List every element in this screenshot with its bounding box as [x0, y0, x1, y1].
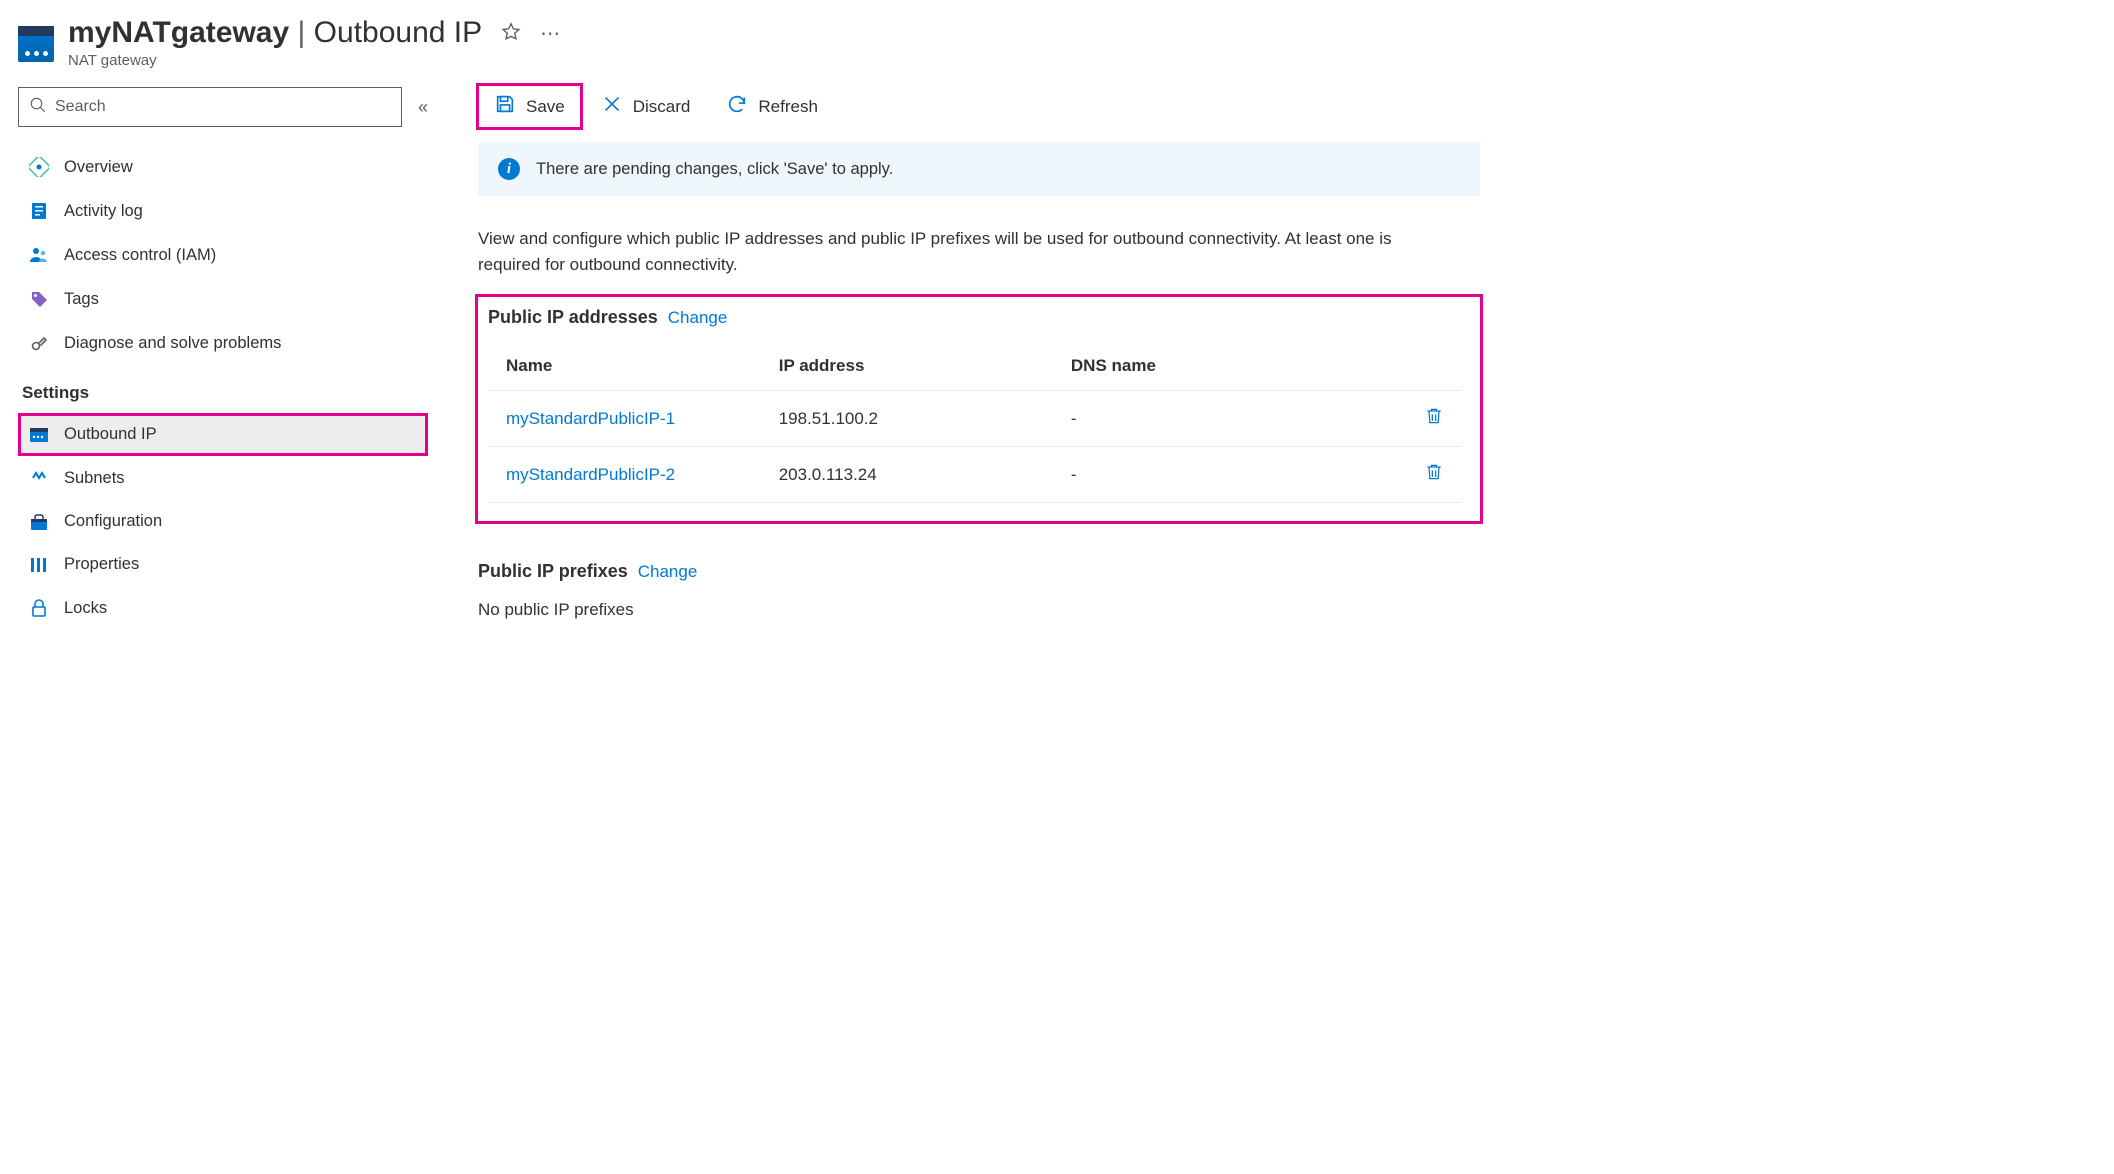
subnets-icon — [28, 468, 50, 488]
delete-icon[interactable] — [1424, 468, 1444, 487]
collapse-sidebar-icon[interactable]: « — [418, 97, 428, 118]
delete-icon[interactable] — [1424, 412, 1444, 431]
config-icon — [28, 513, 50, 531]
refresh-button[interactable]: Refresh — [710, 85, 834, 128]
sidebar: « Overview Activity log Access control (… — [18, 77, 438, 640]
sidebar-section-settings: Settings — [18, 365, 428, 413]
table-row: myStandardPublicIP-2 203.0.113.24 - — [488, 447, 1462, 503]
diagnose-icon — [28, 333, 50, 353]
page-header: myNATgateway | Outbound IP ⋯ NAT gateway — [18, 8, 1488, 77]
activity-log-icon — [28, 201, 50, 221]
search-icon — [29, 96, 47, 119]
sidebar-item-label: Tags — [64, 290, 99, 309]
sidebar-item-label: Diagnose and solve problems — [64, 334, 281, 353]
sidebar-item-label: Outbound IP — [64, 425, 157, 444]
public-ip-addresses-section: Public IP addresses Change Name IP addre… — [478, 297, 1480, 521]
sidebar-item-label: Access control (IAM) — [64, 246, 216, 265]
iam-icon — [28, 245, 50, 265]
page-title: myNATgateway | Outbound IP — [68, 16, 482, 50]
sidebar-item-overview[interactable]: Overview — [18, 145, 428, 189]
sidebar-item-properties[interactable]: Properties — [18, 543, 428, 586]
dns-cell: - — [1053, 447, 1406, 503]
discard-label: Discard — [633, 97, 691, 117]
table-row: myStandardPublicIP-1 198.51.100.2 - — [488, 391, 1462, 447]
save-button[interactable]: Save — [478, 85, 581, 128]
dns-cell: - — [1053, 391, 1406, 447]
info-icon: i — [498, 158, 520, 180]
discard-icon — [601, 93, 623, 120]
sidebar-item-label: Subnets — [64, 469, 125, 488]
sidebar-item-label: Locks — [64, 599, 107, 618]
sidebar-item-locks[interactable]: Locks — [18, 586, 428, 630]
sidebar-item-activity-log[interactable]: Activity log — [18, 189, 428, 233]
locks-icon — [28, 598, 50, 618]
ip-name-link[interactable]: myStandardPublicIP-1 — [488, 391, 761, 447]
outboundip-icon — [28, 427, 50, 443]
sidebar-item-tags[interactable]: Tags — [18, 277, 428, 321]
properties-icon — [28, 556, 50, 574]
natgateway-icon — [18, 26, 54, 62]
search-input[interactable] — [55, 98, 391, 116]
refresh-label: Refresh — [758, 97, 818, 117]
sidebar-item-outbound-ip[interactable]: Outbound IP — [18, 413, 428, 456]
overview-icon — [28, 157, 50, 177]
ip-address-cell: 198.51.100.2 — [761, 391, 1053, 447]
sidebar-item-label: Activity log — [64, 202, 143, 221]
sidebar-item-access-control[interactable]: Access control (IAM) — [18, 233, 428, 277]
resource-type-label: NAT gateway — [68, 52, 562, 69]
main-content: Save Discard Refresh i There are p — [438, 77, 1488, 640]
discard-button[interactable]: Discard — [585, 85, 707, 128]
public-ip-prefixes-section: Public IP prefixes Change No public IP p… — [478, 561, 1480, 620]
sidebar-search[interactable] — [18, 87, 402, 127]
command-bar: Save Discard Refresh — [478, 77, 1480, 136]
no-prefixes-text: No public IP prefixes — [478, 600, 1480, 620]
sidebar-item-diagnose[interactable]: Diagnose and solve problems — [18, 321, 428, 365]
public-ip-change-link[interactable]: Change — [668, 308, 728, 328]
column-dns: DNS name — [1053, 342, 1406, 391]
sidebar-item-label: Configuration — [64, 512, 162, 531]
favorite-star-icon[interactable] — [500, 21, 522, 46]
public-ip-section-title: Public IP addresses — [488, 307, 658, 328]
prefixes-section-title: Public IP prefixes — [478, 561, 628, 582]
sidebar-item-label: Overview — [64, 158, 133, 177]
sidebar-item-configuration[interactable]: Configuration — [18, 500, 428, 543]
page-description: View and configure which public IP addre… — [478, 226, 1438, 277]
tags-icon — [28, 289, 50, 309]
refresh-icon — [726, 93, 748, 120]
ip-name-link[interactable]: myStandardPublicIP-2 — [488, 447, 761, 503]
sidebar-item-label: Properties — [64, 555, 139, 574]
column-ip: IP address — [761, 342, 1053, 391]
public-ip-table: Name IP address DNS name myStandardPubli… — [488, 342, 1462, 503]
prefixes-change-link[interactable]: Change — [638, 562, 698, 582]
sidebar-item-subnets[interactable]: Subnets — [18, 456, 428, 500]
save-label: Save — [526, 97, 565, 117]
save-icon — [494, 93, 516, 120]
column-name: Name — [488, 342, 761, 391]
ip-address-cell: 203.0.113.24 — [761, 447, 1053, 503]
banner-text: There are pending changes, click 'Save' … — [536, 160, 893, 179]
more-menu-icon[interactable]: ⋯ — [540, 21, 562, 46]
pending-changes-banner: i There are pending changes, click 'Save… — [478, 142, 1480, 196]
